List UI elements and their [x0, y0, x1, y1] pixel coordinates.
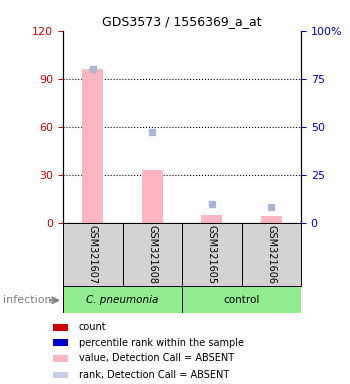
Text: value, Detection Call = ABSENT: value, Detection Call = ABSENT [79, 353, 234, 363]
Bar [122, 223, 182, 286]
Text: GSM321606: GSM321606 [266, 225, 276, 284]
Bar [52, 339, 69, 346]
Bar [241, 223, 301, 286]
Bar [201, 215, 222, 223]
Text: GSM321608: GSM321608 [147, 225, 157, 284]
Bar [261, 216, 282, 223]
Bar [52, 355, 69, 362]
Text: count: count [79, 322, 106, 332]
Text: control: control [223, 295, 260, 305]
Bar [182, 223, 241, 286]
Text: GSM321607: GSM321607 [88, 225, 98, 284]
Bar [142, 170, 163, 223]
Title: GDS3573 / 1556369_a_at: GDS3573 / 1556369_a_at [102, 15, 262, 28]
Bar [82, 69, 103, 223]
Bar [63, 223, 122, 286]
Text: percentile rank within the sample: percentile rank within the sample [79, 338, 244, 348]
Text: infection: infection [4, 295, 52, 305]
Text: GSM321605: GSM321605 [207, 225, 217, 284]
Bar [63, 286, 182, 313]
Bar [182, 286, 301, 313]
Text: C. pneumonia: C. pneumonia [86, 295, 159, 305]
Text: rank, Detection Call = ABSENT: rank, Detection Call = ABSENT [79, 370, 229, 380]
Bar [52, 372, 69, 379]
Bar [52, 324, 69, 331]
